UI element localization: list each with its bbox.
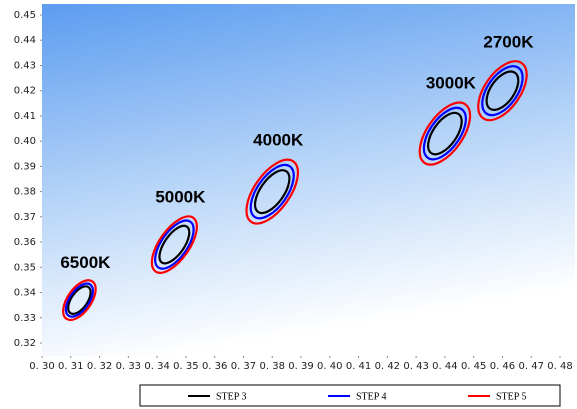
point-label: 2700K	[483, 33, 534, 52]
point-label: 6500K	[60, 253, 111, 272]
y-tick-label: 0.35	[14, 262, 36, 273]
x-tick-label: 0. 31	[58, 361, 83, 372]
y-tick-label: 0.40	[14, 136, 36, 147]
ellipse	[154, 219, 195, 270]
x-tick-label: 0. 36	[202, 361, 227, 372]
ellipse	[427, 111, 463, 156]
ellipse	[158, 224, 191, 265]
x-tick-label: 0. 32	[87, 361, 112, 372]
x-tick-label: 0. 44	[432, 361, 457, 372]
point-label: 5000K	[155, 187, 206, 206]
ellipse	[253, 169, 291, 215]
ellipse	[422, 106, 467, 161]
x-tick-label: 0. 41	[346, 361, 371, 372]
ellipse	[67, 285, 92, 315]
x-tick-label: 0. 38	[259, 361, 284, 372]
x-tick-label: 0. 47	[518, 361, 543, 372]
y-tick-label: 0.34	[14, 288, 36, 299]
x-tick-label: 0. 45	[461, 361, 486, 372]
x-tick-label: 0. 43	[403, 361, 428, 372]
x-tick-label: 0. 35	[173, 361, 198, 372]
y-tick-label: 0.43	[14, 60, 36, 71]
ellipse	[485, 70, 520, 111]
ellipse	[245, 158, 300, 225]
ellipse	[481, 65, 524, 117]
ellipse	[150, 215, 198, 274]
y-tick-label: 0.38	[14, 187, 36, 198]
point-label: 4000K	[253, 130, 304, 149]
x-tick-label: 0. 34	[144, 361, 169, 372]
x-tick-label: 0. 42	[375, 361, 400, 372]
legend-label: STEP 4	[356, 391, 386, 402]
ellipse	[249, 163, 295, 220]
x-tick-label: 0. 33	[116, 361, 141, 372]
x-tick-label: 0. 48	[547, 361, 572, 372]
y-tick-label: 0.37	[14, 212, 36, 223]
legend-label: STEP 5	[496, 391, 526, 402]
y-tick-label: 0.44	[14, 35, 36, 46]
x-tick-label: 0. 39	[288, 361, 313, 372]
y-tick-label: 0.39	[14, 161, 36, 172]
x-tick-label: 0. 37	[231, 361, 256, 372]
x-tick-label: 0. 40	[317, 361, 342, 372]
x-tick-label: 0. 46	[490, 361, 515, 372]
y-tick-label: 0.33	[14, 313, 36, 324]
ellipse	[62, 279, 97, 322]
ellipse	[418, 101, 472, 166]
y-tick-label: 0.36	[14, 237, 36, 248]
point-label: 3000K	[426, 73, 477, 92]
y-tick-label: 0.32	[14, 338, 36, 349]
y-tick-label: 0.42	[14, 86, 36, 97]
y-tick-label: 0.45	[14, 10, 36, 21]
y-tick-label: 0.41	[14, 111, 36, 122]
x-tick-label: 0. 30	[29, 361, 54, 372]
ellipse	[64, 282, 95, 318]
legend-label: STEP 3	[216, 391, 246, 402]
plot-area	[42, 4, 575, 356]
ellipse	[477, 60, 528, 122]
